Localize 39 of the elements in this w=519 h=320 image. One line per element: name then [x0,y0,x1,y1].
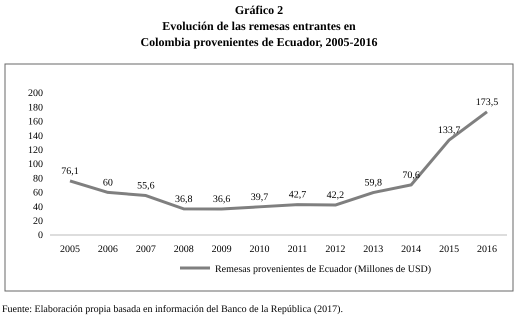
y-tick-label: 160 [28,116,43,128]
x-tick-label: 2009 [212,244,232,256]
chart-title: Gráfico 2 [234,3,284,17]
data-label: 42,7 [288,190,306,201]
y-tick-label: 100 [28,159,43,170]
y-tick-label: 40 [33,202,43,213]
x-tick-label: 2005 [60,244,80,256]
data-label: 76,1 [61,166,79,177]
x-tick-label: 2014 [401,244,422,256]
legend-label: Remesas provenientes de Ecuador (Millones de USD) [215,264,432,275]
y-tick-label: 0 [38,230,43,242]
data-label: 42,2 [326,190,344,202]
x-tick-label: 2013 [363,244,384,256]
x-tick-label: 2016 [477,244,497,256]
data-label: 55,6 [137,180,155,192]
y-tick-label: 200 [28,88,43,100]
data-label: 60 [102,177,113,188]
data-label: 59,8 [364,178,382,189]
y-tick-label: 140 [28,130,43,142]
x-tick-label: 2010 [250,244,270,256]
data-label: 39,7 [250,192,268,203]
y-tick-label: 60 [33,188,43,199]
x-tick-label: 2008 [174,244,194,256]
source-note: Fuente: Elaboración propia basada en información del Banco de la República (2017). [2,304,343,315]
y-tick-label: 180 [28,102,43,114]
x-tick-label: 2012 [325,244,346,256]
data-label: 133,7 [438,125,460,136]
x-tick-label: 2011 [288,244,308,256]
y-tick-label: 20 [33,216,43,227]
x-tick-label: 2007 [136,244,156,256]
chart-subtitle: Evolución de las remesas entrantes en Colombia provenientes de Ecuador, 2005-2016 [140,19,378,49]
data-label: 36,8 [174,194,192,205]
data-label: 36,6 [212,194,230,206]
data-label: 173,5 [476,96,498,108]
y-tick-label: 80 [33,173,43,184]
x-tick-label: 2015 [439,244,460,256]
y-tick-label: 120 [28,145,43,156]
x-tick-label: 2006 [98,244,118,256]
data-label: 70,6 [402,170,420,181]
